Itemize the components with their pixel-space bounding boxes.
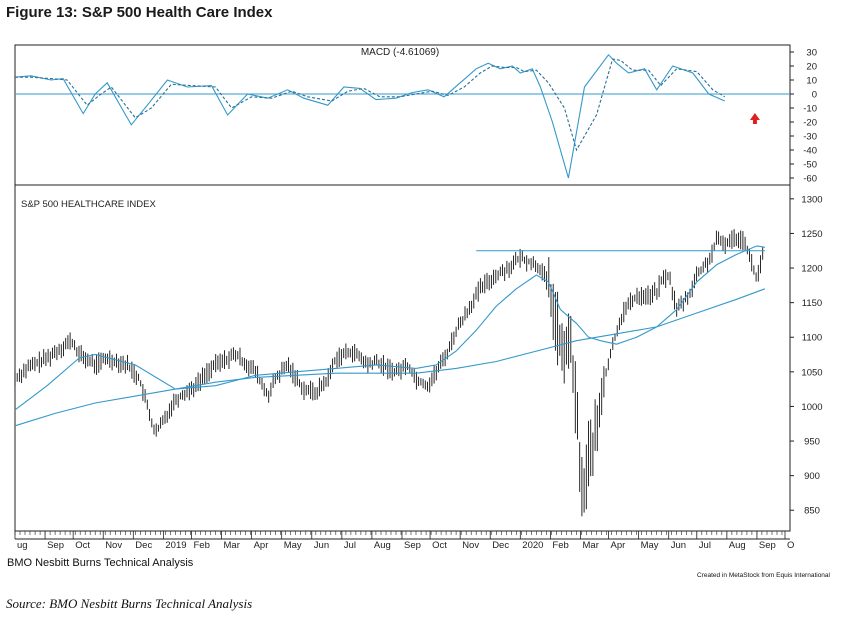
date-label: Aug <box>729 540 746 551</box>
price-y-tick-label: 850 <box>804 506 820 517</box>
date-label: Oct <box>75 540 90 551</box>
price-y-tick-label: 950 <box>804 437 820 448</box>
date-minor-ticks <box>14 531 783 535</box>
price-y-tick-label: 1000 <box>801 402 822 413</box>
long-moving-average-line <box>14 288 766 427</box>
left-caption: BMO Nesbitt Burns Technical Analysis <box>7 557 194 569</box>
date-label: Aug <box>374 540 391 551</box>
macd-y-tick-label: 30 <box>806 48 817 59</box>
price-frame <box>14 184 791 532</box>
date-label: ug <box>17 540 28 551</box>
price-y-tick-label: 1150 <box>802 298 822 309</box>
macd-y-tick-label: -30 <box>803 132 817 143</box>
date-label: Apr <box>254 540 269 551</box>
macd-panel: MACD (-4.61069) 30 20 10 0 -10 -20 -30 -40 -50 -6… <box>14 44 817 186</box>
macd-y-axis: 30 20 10 0 -10 -20 -30 -40 -50 -60 <box>790 48 817 185</box>
source-caption: Source: BMO Nesbitt Burns Technical Anal… <box>6 596 253 611</box>
right-caption: Created in MetaStock from Equis Internat… <box>697 572 830 579</box>
price-panel: S&P 500 HEALTHCARE INDEX 1300 1250 1200 115… <box>14 184 823 532</box>
date-label: May <box>641 540 659 551</box>
price-y-axis: 1300 1250 1200 1150 1100 1050 1000 950 900 850 <box>790 194 823 517</box>
macd-y-tick-label: 10 <box>806 76 817 87</box>
price-y-tick-label: 1300 <box>801 194 822 205</box>
date-label: 2020 <box>522 540 543 551</box>
macd-y-tick-label: -50 <box>803 160 817 171</box>
date-label: Jun <box>314 540 329 551</box>
date-label: 2019 <box>165 540 186 551</box>
macd-y-tick-label: -20 <box>803 118 817 129</box>
macd-signal-line <box>15 58 726 152</box>
date-label: Mar <box>583 540 599 551</box>
price-y-tick-label: 1050 <box>801 367 822 378</box>
date-label: Mar <box>224 540 240 551</box>
date-label: Jun <box>671 540 686 551</box>
macd-y-tick-label: 20 <box>806 62 817 73</box>
macd-y-tick-label: -60 <box>803 174 817 185</box>
price-marks <box>14 229 766 517</box>
macd-y-tick-label: -40 <box>803 146 817 157</box>
macd-red-arrow <box>749 113 760 124</box>
macd-lines <box>14 53 790 179</box>
price-y-tick-label: 1100 <box>802 333 822 344</box>
date-label: Feb <box>552 540 568 551</box>
short-moving-average-line <box>14 245 765 411</box>
date-label: Nov <box>462 540 479 551</box>
price-y-tick-label: 900 <box>804 471 820 482</box>
date-label: O <box>787 540 794 551</box>
price-y-tick-label: 1250 <box>801 229 822 240</box>
date-label: Oct <box>432 540 447 551</box>
price-y-tick-label: 1200 <box>801 264 822 275</box>
date-label: Feb <box>194 540 210 551</box>
figure-title: Figure 13: S&P 500 Health Care Index <box>6 4 273 21</box>
date-label: Sep <box>404 540 421 551</box>
date-label: Dec <box>135 540 152 551</box>
macd-line <box>14 53 726 179</box>
price-title: S&P 500 HEALTHCARE INDEX <box>21 199 156 210</box>
macd-y-tick-label: 0 <box>812 90 817 101</box>
date-label: Dec <box>492 540 509 551</box>
date-label: Jul <box>344 540 356 551</box>
macd-y-tick-label: -10 <box>803 104 817 115</box>
date-label: Jul <box>699 540 711 551</box>
date-label: Nov <box>105 540 122 551</box>
date-label: Sep <box>47 540 64 551</box>
date-axis: ug Sep Oct Nov Dec 2019 Feb Mar Apr May Jun Jul Aug S… <box>14 530 794 551</box>
date-labels: ug Sep Oct Nov Dec 2019 Feb Mar Apr May Jun Jul Aug S… <box>14 531 794 551</box>
date-label: May <box>284 540 302 551</box>
macd-title: MACD (-4.61069) <box>361 47 439 58</box>
date-label: Sep <box>759 540 776 551</box>
date-label: Apr <box>611 540 626 551</box>
